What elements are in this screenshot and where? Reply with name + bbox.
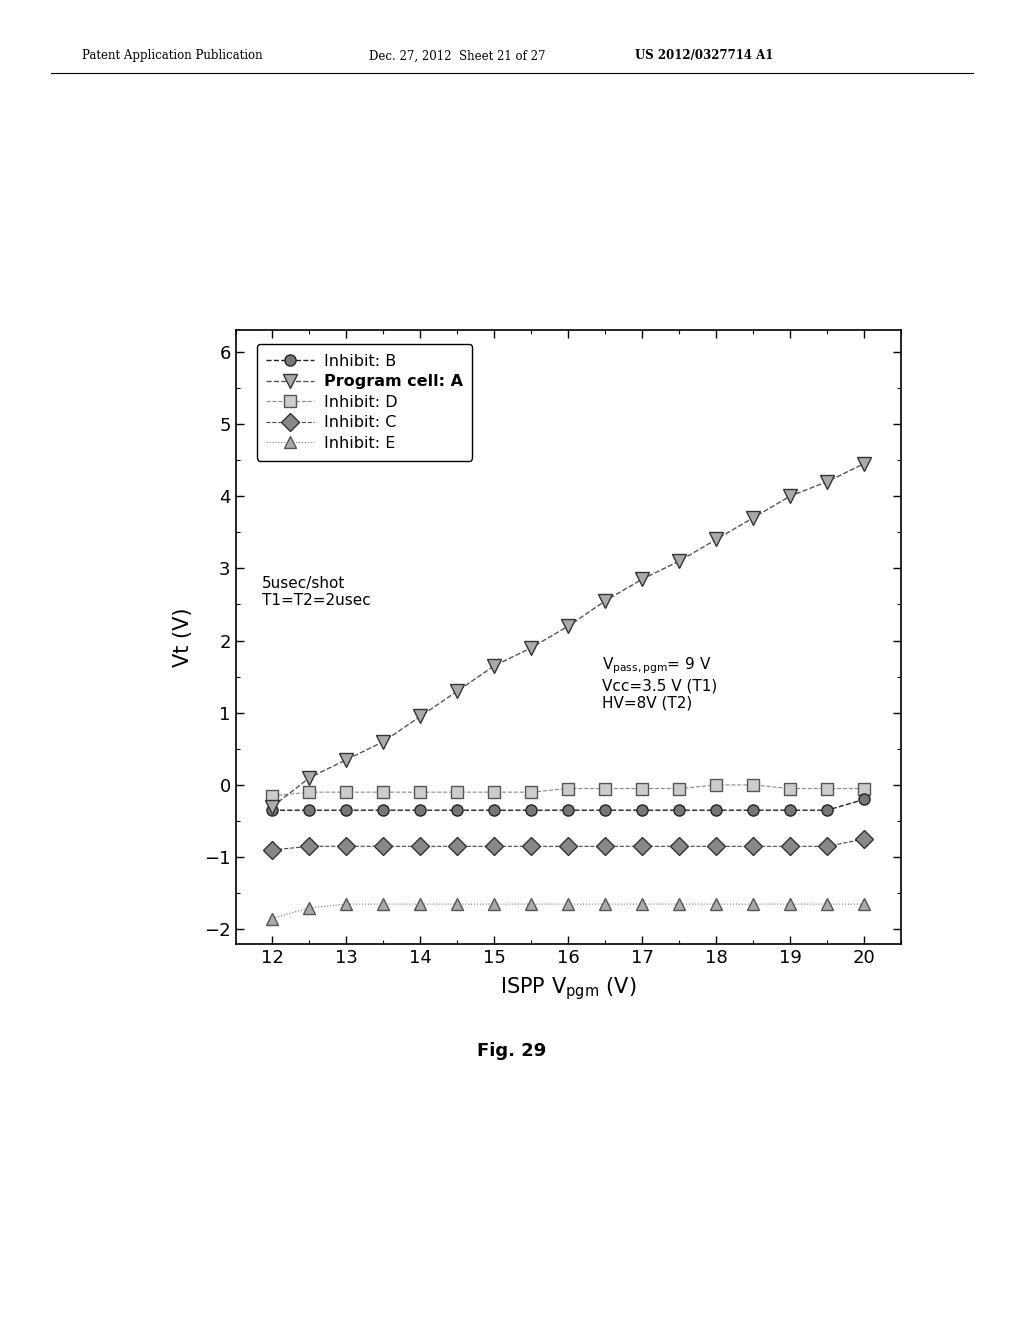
Text: Fig. 29: Fig. 29 — [477, 1041, 547, 1060]
Legend: Inhibit: B, Program cell: A, Inhibit: D, Inhibit: C, Inhibit: E: Inhibit: B, Program cell: A, Inhibit: D,… — [257, 345, 472, 461]
Text: 5usec/shot
T1=T2=2usec: 5usec/shot T1=T2=2usec — [262, 576, 371, 609]
Text: Dec. 27, 2012  Sheet 21 of 27: Dec. 27, 2012 Sheet 21 of 27 — [369, 49, 545, 62]
Y-axis label: Vt (V): Vt (V) — [173, 607, 193, 667]
Text: V$_\mathregular{pass, pgm}$= 9 V
Vcc=3.5 V (T1)
HV=8V (T2): V$_\mathregular{pass, pgm}$= 9 V Vcc=3.5… — [602, 655, 717, 710]
X-axis label: ISPP V$_\mathregular{pgm}$ (V): ISPP V$_\mathregular{pgm}$ (V) — [500, 975, 637, 1002]
Text: US 2012/0327714 A1: US 2012/0327714 A1 — [635, 49, 773, 62]
Text: Patent Application Publication: Patent Application Publication — [82, 49, 262, 62]
